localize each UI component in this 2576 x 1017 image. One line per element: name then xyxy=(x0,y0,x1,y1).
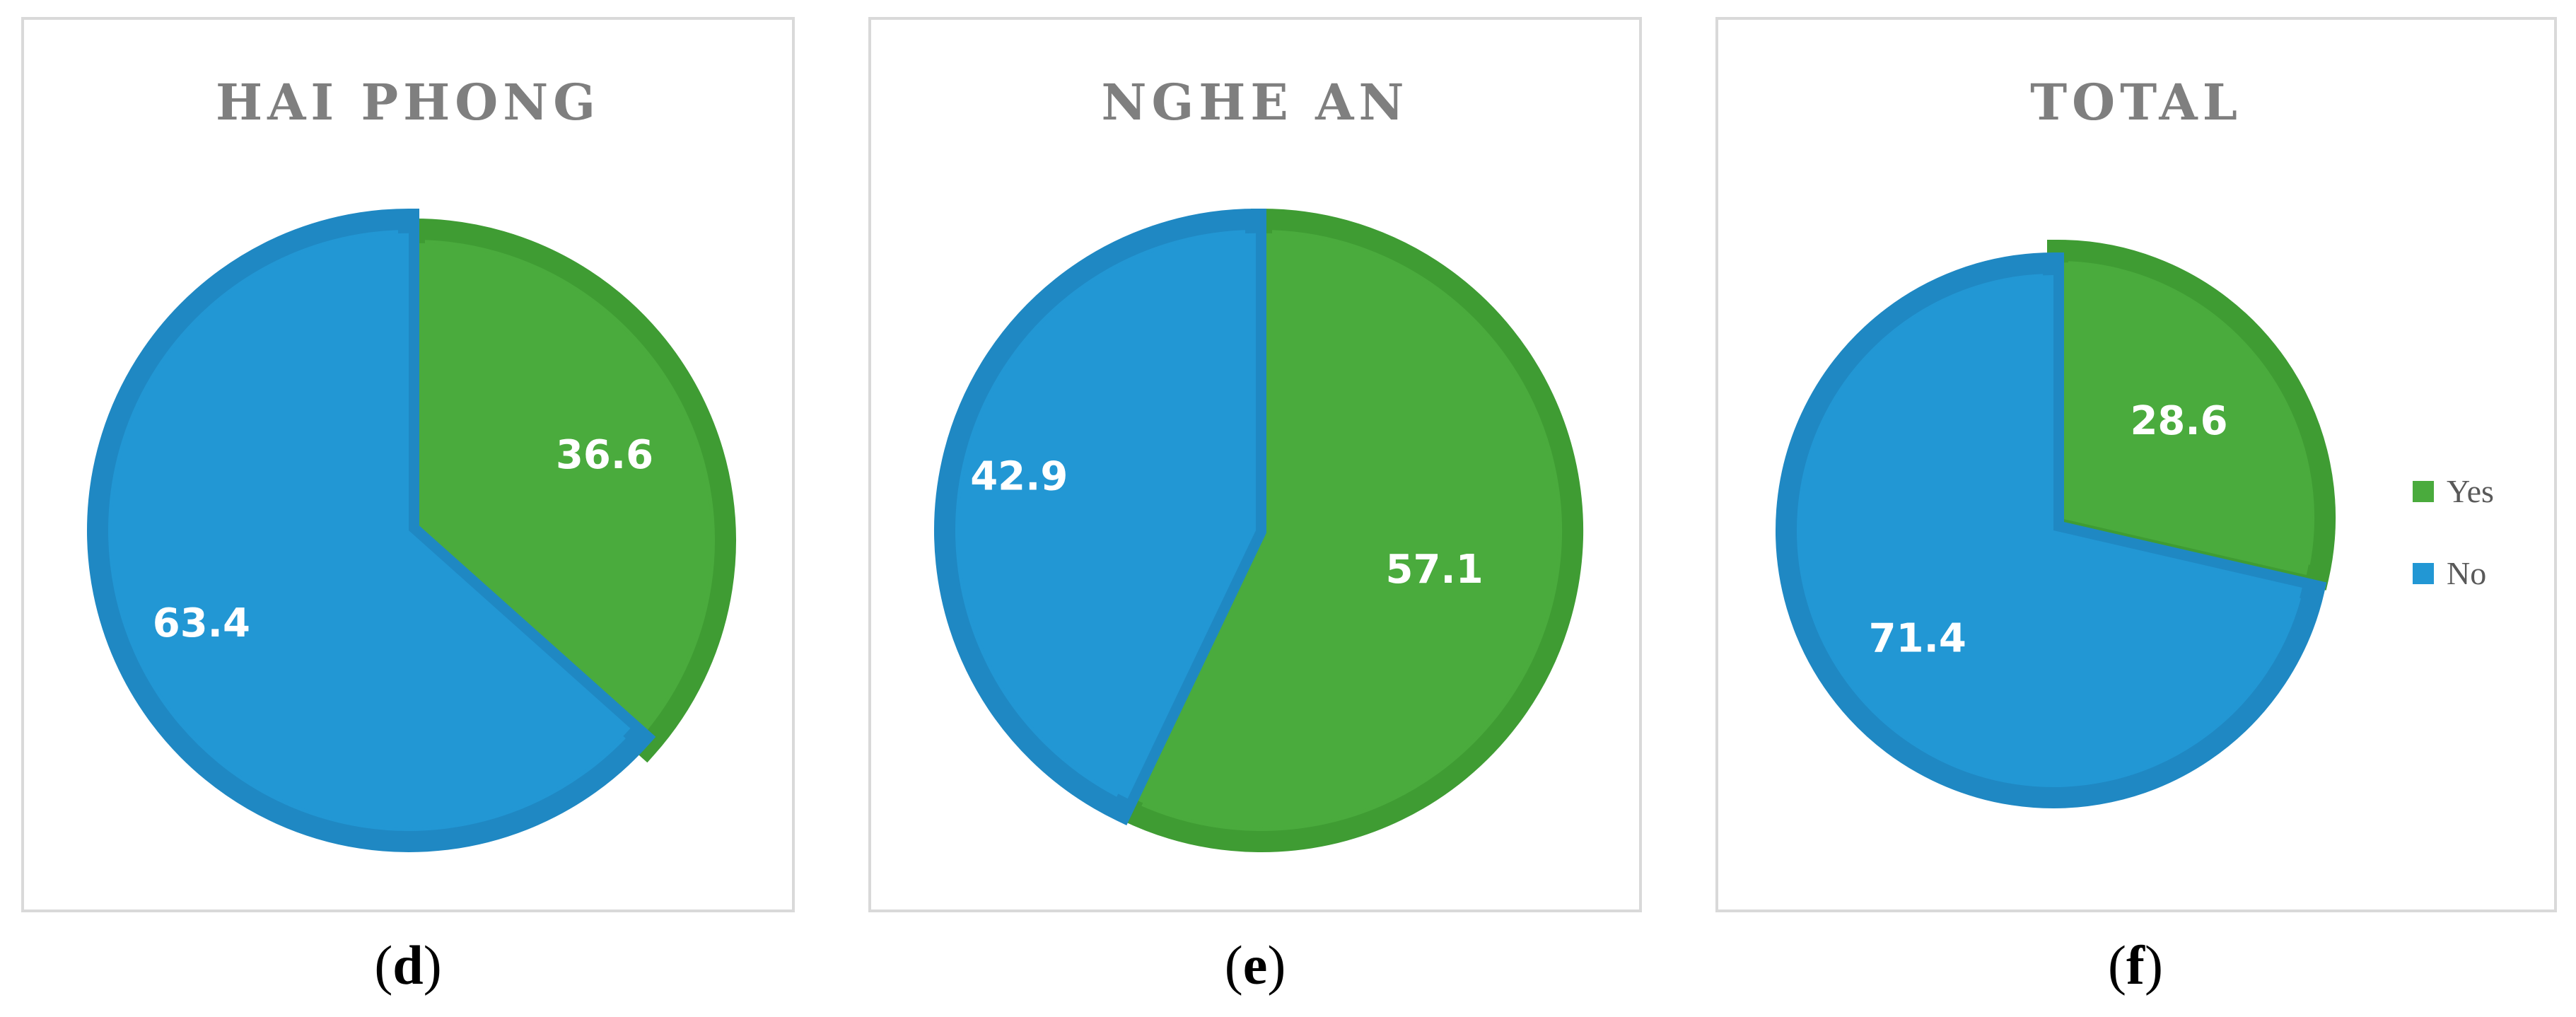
pie-chart-total: 28.6 71.4 xyxy=(1776,239,2336,808)
pie-chart-hai-phong: 36.6 63.4 xyxy=(87,208,736,852)
caption-d: (d) xyxy=(374,934,442,996)
pie-slice-inner-yes xyxy=(2058,262,2313,575)
data-label-no: 63.4 xyxy=(153,600,250,646)
legend-swatch-yes xyxy=(2413,480,2434,502)
legend-label-yes: Yes xyxy=(2447,473,2494,509)
legend-item-no: No xyxy=(2413,554,2486,592)
data-label-no: 42.9 xyxy=(970,454,1068,500)
chart-panel-hai-phong: HAI PHONG 36.6 63.4 xyxy=(21,17,795,912)
data-label-yes: 28.6 xyxy=(2130,398,2227,444)
chart-title: HAI PHONG xyxy=(215,73,601,132)
chart-panel-nghe-an: NGHE AN 57.1 42.9 xyxy=(868,17,1642,912)
pie-slice-inner-yes xyxy=(414,243,712,738)
pie-slice-inner-no xyxy=(958,233,1256,799)
legend-label-no: No xyxy=(2447,555,2487,591)
chart-legend: Yes No xyxy=(2413,472,2554,600)
legend-swatch-no xyxy=(2413,562,2434,584)
pie-slice-inner-no xyxy=(111,233,631,828)
caption-e: (e) xyxy=(1224,934,1286,996)
chart-title: NGHE AN xyxy=(1101,73,1409,132)
pie-slice-inner-yes xyxy=(1133,233,1559,828)
caption-f: (f) xyxy=(2108,934,2163,996)
pie-slice-inner-no xyxy=(1798,275,2302,786)
data-label-yes: 57.1 xyxy=(1386,547,1484,593)
data-label-no: 71.4 xyxy=(1869,616,1966,662)
legend-item-yes: Yes xyxy=(2413,472,2494,510)
chart-title: TOTAL xyxy=(2030,73,2242,132)
pie-chart-nghe-an: 57.1 42.9 xyxy=(934,208,1583,852)
chart-panel-total: TOTAL 28.6 71.4 Yes No xyxy=(1715,17,2557,912)
data-label-yes: 36.6 xyxy=(556,432,653,478)
